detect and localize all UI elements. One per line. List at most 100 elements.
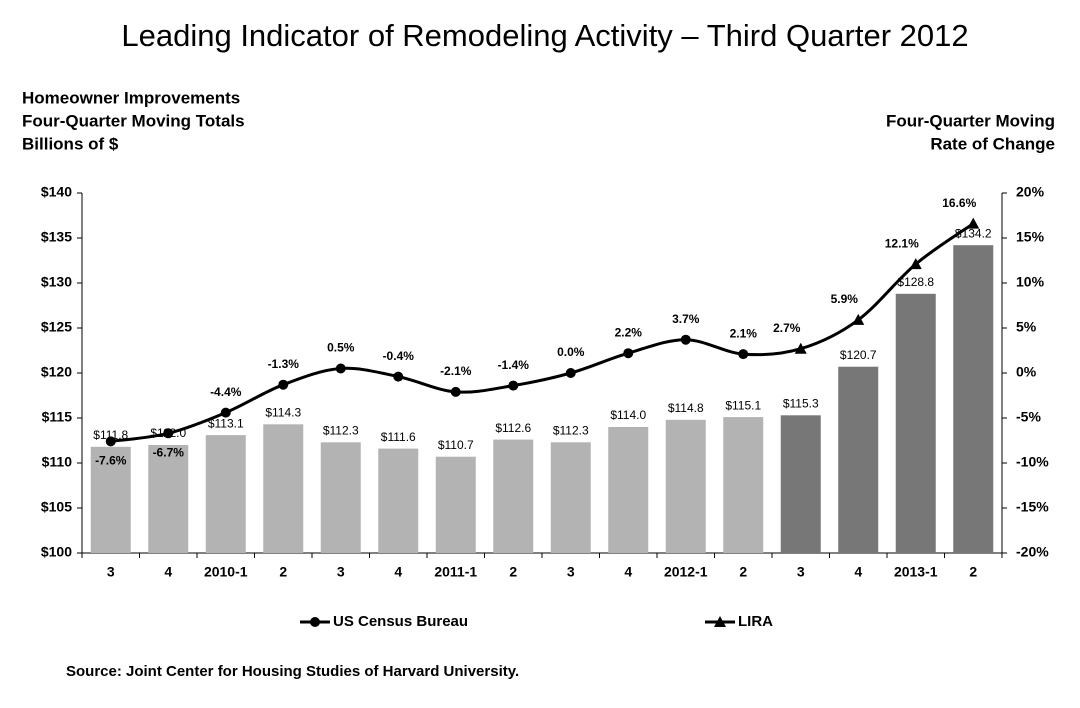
bar [90, 446, 131, 553]
y2-tick-label: 5% [1016, 319, 1037, 335]
y-tick-label: $140 [41, 184, 72, 200]
bar [780, 415, 821, 553]
x-tick-label: 2010-1 [204, 564, 248, 580]
x-tick-label: 2 [969, 564, 977, 580]
bar [895, 293, 936, 553]
x-tick-label: 2011-1 [434, 564, 477, 580]
y2-tick-label: 20% [1016, 184, 1045, 200]
source: Source: Joint Center for Housing Studies… [66, 663, 519, 680]
line-connector [743, 347, 802, 357]
bar-value-label: $120.7 [840, 348, 877, 362]
bar [608, 427, 649, 553]
bar [665, 419, 706, 553]
y2-tick-label: -15% [1016, 499, 1049, 515]
y-axis-label: Billions of $ [22, 134, 119, 153]
line-value-label: -2.1% [440, 364, 472, 378]
marker [794, 342, 807, 354]
y2-axis-label: Rate of Change [930, 134, 1055, 153]
legend-marker [714, 616, 726, 627]
bar-value-label: $110.7 [438, 438, 474, 452]
marker [335, 363, 346, 374]
line-value-label: -7.6% [95, 454, 127, 468]
bar [205, 435, 246, 553]
bar-value-label: $114.3 [265, 405, 301, 419]
marker [967, 217, 980, 229]
bar-value-label: $114.8 [668, 401, 704, 415]
line-value-label: -1.3% [268, 357, 300, 371]
y2-axis-label: Four-Quarter Moving [886, 111, 1055, 130]
bar-value-label: $111.6 [381, 430, 416, 444]
line-value-label: 12.1% [885, 236, 919, 250]
y-axis-label: Homeowner Improvements [22, 88, 240, 107]
y-tick-label: $125 [41, 319, 72, 335]
marker [163, 428, 174, 439]
bar-value-label: $113.1 [208, 416, 244, 430]
line-value-label: 2.7% [773, 321, 801, 335]
marker [852, 313, 865, 325]
x-tick-label: 4 [164, 564, 172, 580]
y-tick-label: $100 [41, 544, 72, 560]
bar [550, 442, 591, 553]
y-tick-label: $120 [41, 364, 72, 380]
y2-tick-label: 0% [1016, 364, 1037, 380]
bar-value-label: $112.3 [323, 423, 359, 437]
marker [909, 258, 922, 270]
x-tick-label: 3 [337, 564, 345, 580]
line-value-label: -4.4% [210, 385, 242, 399]
bar [320, 442, 361, 553]
y2-tick-label: 10% [1016, 274, 1045, 290]
marker [450, 386, 461, 397]
line [800, 222, 975, 351]
y2-tick-label: 15% [1016, 229, 1045, 245]
x-tick-label: 2 [739, 564, 747, 580]
marker [278, 379, 289, 390]
x-tick-label: 3 [797, 564, 805, 580]
bar [378, 448, 419, 553]
marker [105, 436, 116, 447]
bar [148, 445, 189, 553]
marker [220, 407, 231, 418]
line-value-label: 3.7% [672, 312, 700, 326]
bar [723, 417, 764, 553]
line-value-label: 0.0% [557, 345, 585, 359]
x-tick-label: 4 [624, 564, 632, 580]
bar-value-label: $115.3 [783, 396, 819, 410]
y-tick-label: $130 [41, 274, 72, 290]
line-value-label: 5.9% [831, 292, 859, 306]
y2-tick-label: -10% [1016, 454, 1049, 470]
y-tick-label: $115 [42, 409, 73, 425]
marker [623, 348, 634, 359]
bar-value-label: $115.1 [725, 398, 761, 412]
bar [838, 366, 879, 553]
legend-label: LIRA [738, 613, 773, 630]
y-tick-label: $135 [41, 229, 72, 245]
line-value-label: -0.4% [383, 349, 415, 363]
legend-marker [310, 617, 320, 627]
bar [493, 439, 534, 553]
marker [393, 371, 404, 382]
line-value-label: 2.1% [730, 326, 758, 340]
marker [680, 334, 691, 345]
line-value-label: -6.7% [153, 445, 185, 459]
bar-value-label: $112.6 [495, 421, 531, 435]
bar-value-label: $111.8 [93, 428, 128, 442]
x-tick-label: 2012-1 [664, 564, 708, 580]
y2-tick-label: -20% [1016, 544, 1049, 560]
x-tick-label: 2 [509, 564, 517, 580]
line [110, 338, 744, 443]
line-value-label: 0.5% [327, 341, 355, 355]
bar-value-label: $114.0 [610, 408, 646, 422]
marker [565, 368, 576, 378]
bar-value-label: $112.3 [553, 423, 589, 437]
bar [263, 424, 304, 553]
y-tick-label: $110 [42, 454, 73, 470]
legend-label: US Census Bureau [333, 613, 468, 630]
chart-title: Leading Indicator of Remodeling Activity… [121, 18, 968, 53]
x-tick-label: 4 [394, 564, 402, 580]
y-tick-label: $105 [41, 499, 72, 515]
x-tick-label: 4 [854, 564, 862, 580]
marker [738, 349, 749, 360]
bar [435, 456, 476, 553]
marker [508, 380, 519, 391]
line-value-label: -1.4% [498, 358, 530, 372]
